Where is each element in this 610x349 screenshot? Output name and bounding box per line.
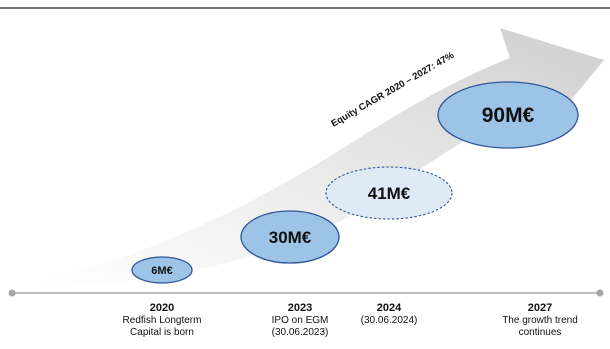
timeline-text-2020-line1: Redfish Longterm <box>122 315 202 326</box>
timeline-caption-2024: 2024 (30.06.2024) <box>349 302 429 327</box>
value-label-2027: 90M€ <box>482 104 535 127</box>
value-bubble-2024: 41M€ <box>325 166 453 220</box>
value-label-2020: 6M€ <box>151 265 172 277</box>
timeline-caption-2023: 2023 IPO on EGM (30.06.2023) <box>260 302 340 339</box>
timeline-text-2023-line2: (30.06.2023) <box>271 327 329 338</box>
timeline-text-2027-line2: continues <box>518 327 562 338</box>
timeline-text-2023-line1: IPO on EGM <box>271 315 329 326</box>
timeline-text-2024-line1: (30.06.2024) <box>360 315 418 326</box>
timeline-year-2023: 2023 <box>287 302 313 314</box>
timeline-year-2024: 2024 <box>376 302 402 314</box>
timeline-caption-2027: 2027 The growth trend continues <box>490 302 590 339</box>
value-bubble-2020: 6M€ <box>131 256 193 284</box>
timeline-year-2027: 2027 <box>527 302 553 314</box>
timeline-text-2020-line2: Capital is born <box>130 327 194 338</box>
timeline-start-dot <box>8 289 16 297</box>
timeline-year-2020: 2020 <box>149 302 175 314</box>
value-bubble-2027: 90M€ <box>437 81 579 149</box>
timeline-text-2027-line1: The growth trend <box>502 315 578 326</box>
value-label-2023: 30M€ <box>269 228 312 247</box>
value-label-2024: 41M€ <box>368 184 411 203</box>
value-bubble-2023: 30M€ <box>240 210 340 264</box>
timeline-end-dot <box>596 289 604 297</box>
timeline-caption-2020: 2020 Redfish Longterm Capital is born <box>112 302 212 339</box>
